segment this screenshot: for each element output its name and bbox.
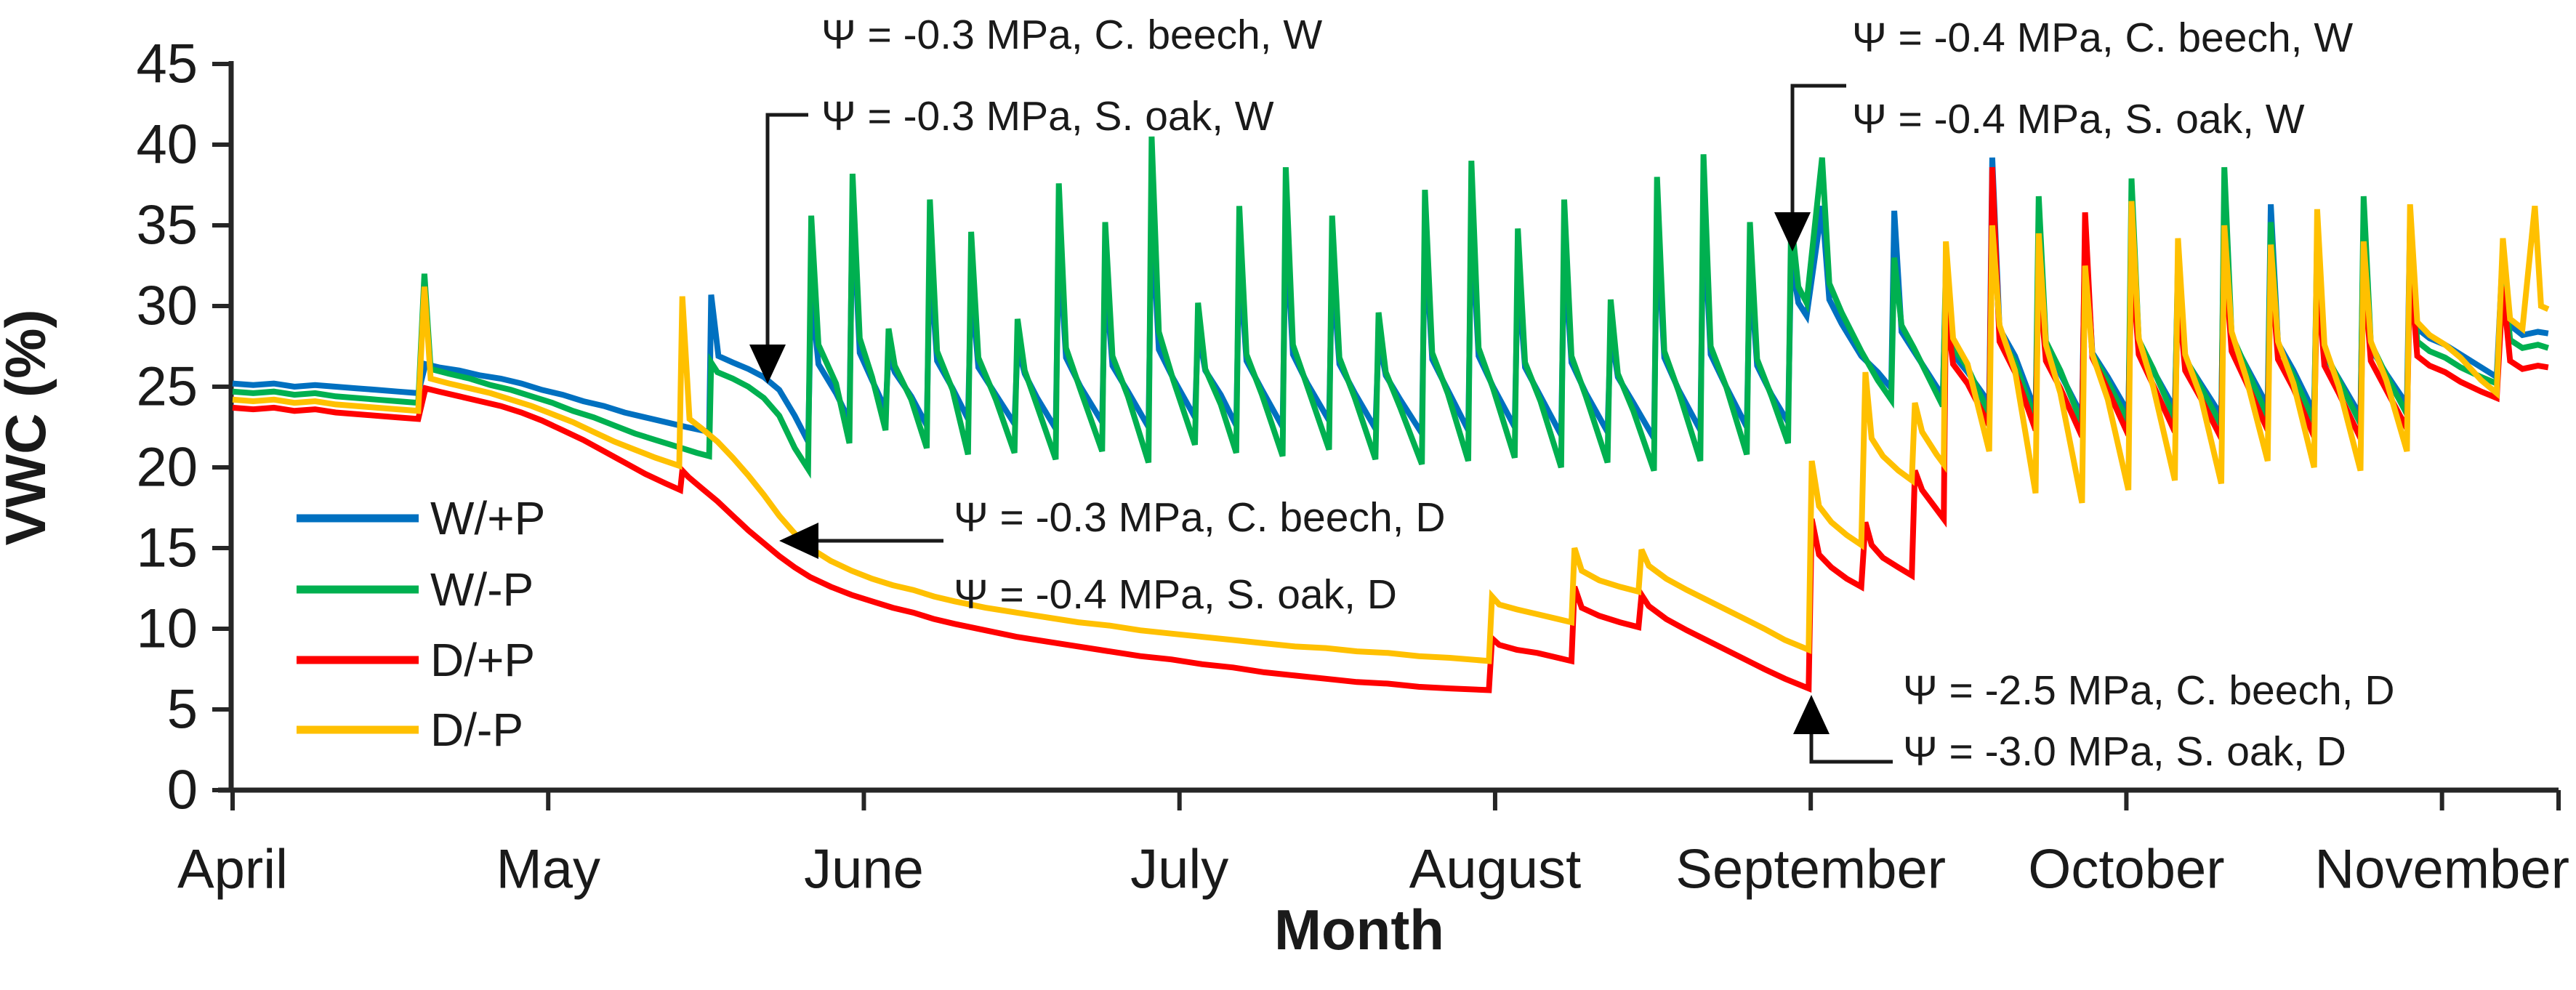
y-tick-label: 10 (136, 598, 198, 660)
y-tick-label: 30 (136, 275, 198, 337)
x-axis-title: Month (1274, 898, 1444, 962)
x-tick-label-may: May (496, 839, 600, 901)
y-tick-label: 45 (136, 33, 198, 95)
annotation-text-psi-04-wet-line2: Ψ = -0.4 MPa, S. oak, W (1852, 96, 2305, 142)
annotation-arrowhead-psi-03-wet (749, 345, 786, 384)
x-tick-label-september: September (1675, 839, 1946, 901)
x-tick-label-october: October (2028, 839, 2224, 901)
annotation-arrowhead-psi-25-30-dry (1793, 695, 1830, 734)
annotation-arrowhead-psi-03-04-dry (779, 523, 818, 559)
series-line-d-minus-p (232, 201, 2550, 664)
y-tick-label: 25 (136, 356, 198, 418)
x-tick-label-june: June (804, 839, 924, 901)
legend-label-d-plus-p: D/+P (430, 634, 535, 686)
annotation-text-psi-03-wet-line2: Ψ = -0.3 MPa, S. oak, W (821, 93, 1274, 140)
annotation-connector-psi-03-wet (765, 113, 808, 345)
x-tick-label-april: April (177, 839, 288, 901)
plot-area: 0 5 10 15 20 25 30 35 40 45 April May June July August… (136, 12, 2569, 901)
annotation-text-psi-03-04-dry-line2: Ψ = -0.4 MPa, S. oak, D (954, 571, 1397, 618)
y-tick-label: 20 (136, 437, 198, 499)
y-axis-title: VWC (%) (0, 310, 57, 546)
annotation-text-psi-03-wet-line1: Ψ = -0.3 MPa, C. beech, W (821, 12, 1322, 58)
annotation-text-psi-25-30-dry-line1: Ψ = -2.5 MPa, C. beech, D (1903, 667, 2395, 714)
annotation-connector-psi-04-wet (1790, 84, 1846, 212)
annotation-arrowhead-psi-04-wet (1774, 212, 1811, 251)
x-tick-label-august: August (1409, 839, 1582, 901)
annotation-text-psi-25-30-dry-line2: Ψ = -3.0 MPa, S. oak, D (1903, 728, 2346, 775)
y-tick-label: 5 (167, 679, 198, 741)
legend-label-w-plus-p: W/+P (430, 492, 545, 544)
y-tick-label: 40 (136, 114, 198, 176)
legend-label-w-minus-p: W/-P (430, 563, 534, 616)
series-line-w-minus-p (232, 136, 2549, 479)
x-tick-label-november: November (2314, 839, 2569, 901)
y-tick-label: 0 (167, 760, 198, 821)
annotation-text-psi-04-wet-line1: Ψ = -0.4 MPa, C. beech, W (1852, 15, 2353, 61)
x-tick-label-july: July (1130, 839, 1228, 901)
annotation-connector-psi-25-30-dry (1809, 734, 1893, 764)
legend-label-d-minus-p: D/-P (430, 704, 523, 756)
annotation-text-psi-03-04-dry-line1: Ψ = -0.3 MPa, C. beech, D (954, 494, 1446, 541)
y-tick-label: 15 (136, 518, 198, 579)
y-tick-label: 35 (136, 195, 198, 257)
